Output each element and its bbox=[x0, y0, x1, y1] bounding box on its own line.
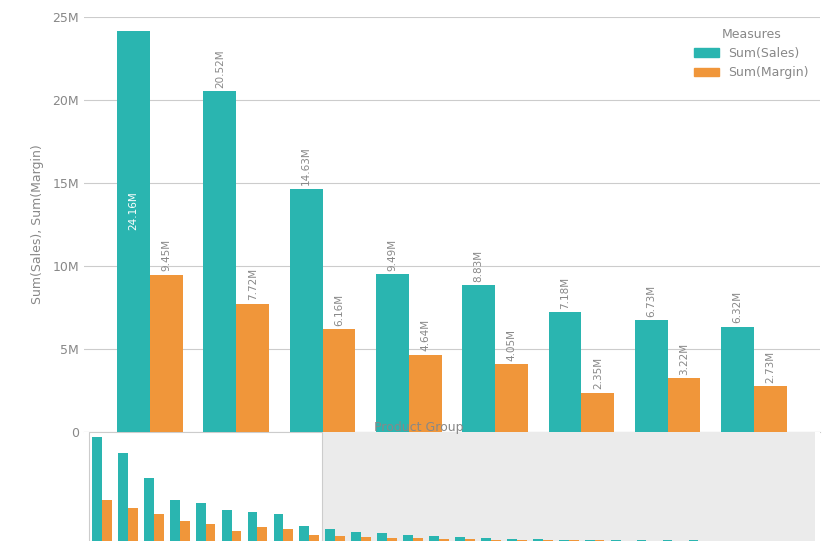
Text: 6.32M: 6.32M bbox=[732, 291, 742, 323]
Bar bbox=[542, 540, 552, 541]
Text: 2.35M: 2.35M bbox=[592, 357, 602, 389]
Bar bbox=[495, 364, 528, 432]
Bar bbox=[507, 539, 516, 541]
Bar bbox=[361, 537, 370, 541]
Bar bbox=[490, 540, 500, 541]
Bar bbox=[662, 540, 671, 541]
Bar bbox=[429, 536, 439, 541]
Text: 4.05M: 4.05M bbox=[506, 329, 516, 361]
Bar bbox=[118, 453, 128, 541]
Bar bbox=[273, 514, 283, 541]
Bar bbox=[222, 510, 232, 541]
Bar bbox=[283, 529, 293, 541]
Bar bbox=[232, 531, 241, 541]
Text: 7.72M: 7.72M bbox=[247, 268, 257, 300]
Bar bbox=[558, 540, 568, 541]
Bar bbox=[325, 529, 335, 541]
Text: 7.18M: 7.18M bbox=[559, 277, 569, 309]
Bar bbox=[584, 540, 594, 541]
Bar bbox=[335, 536, 344, 541]
Bar bbox=[89, 432, 322, 541]
Bar bbox=[117, 30, 150, 432]
Text: 6.16M: 6.16M bbox=[334, 294, 344, 326]
Bar bbox=[351, 532, 361, 541]
Bar bbox=[289, 189, 322, 432]
Text: 24.16M: 24.16M bbox=[129, 192, 139, 230]
Text: 20.52M: 20.52M bbox=[215, 49, 225, 88]
Text: 3.22M: 3.22M bbox=[678, 343, 688, 375]
Legend: Sum(Sales), Sum(Margin): Sum(Sales), Sum(Margin) bbox=[688, 23, 813, 84]
Text: 6.73M: 6.73M bbox=[645, 284, 655, 317]
Bar bbox=[413, 538, 422, 541]
Bar bbox=[439, 539, 448, 541]
Bar bbox=[299, 526, 309, 541]
Text: Product Group: Product Group bbox=[374, 421, 462, 434]
Bar bbox=[481, 538, 490, 541]
Bar bbox=[610, 540, 619, 541]
Bar bbox=[257, 527, 267, 541]
Bar bbox=[548, 312, 581, 432]
Bar bbox=[581, 392, 614, 432]
Bar bbox=[154, 514, 163, 541]
Bar bbox=[180, 521, 189, 541]
Text: 9.45M: 9.45M bbox=[161, 240, 171, 272]
Bar bbox=[387, 538, 396, 541]
Bar bbox=[309, 534, 319, 541]
Bar bbox=[636, 540, 645, 541]
Text: 9.49M: 9.49M bbox=[387, 238, 397, 271]
Bar bbox=[403, 534, 413, 541]
Bar bbox=[236, 304, 268, 432]
Bar bbox=[461, 285, 495, 432]
Text: 8.83M: 8.83M bbox=[473, 250, 483, 282]
Bar bbox=[667, 378, 700, 432]
Bar bbox=[455, 537, 464, 541]
Bar bbox=[206, 523, 215, 541]
Bar bbox=[753, 386, 786, 432]
Bar bbox=[322, 432, 814, 541]
Text: 2.73M: 2.73M bbox=[764, 351, 774, 383]
Bar bbox=[322, 330, 355, 432]
Bar bbox=[375, 274, 408, 432]
Text: 4.64M: 4.64M bbox=[420, 319, 430, 351]
Bar bbox=[533, 539, 542, 541]
Bar bbox=[196, 503, 206, 541]
Bar bbox=[721, 327, 753, 432]
Bar bbox=[203, 91, 236, 432]
Bar bbox=[150, 275, 182, 432]
Bar bbox=[408, 354, 441, 432]
Bar bbox=[247, 512, 257, 541]
Bar bbox=[464, 539, 474, 541]
Bar bbox=[128, 508, 137, 541]
Y-axis label: Sum(Sales), Sum(Margin): Sum(Sales), Sum(Margin) bbox=[31, 144, 43, 304]
Bar bbox=[635, 320, 667, 432]
Text: 14.63M: 14.63M bbox=[301, 147, 311, 185]
Bar bbox=[170, 500, 180, 541]
Bar bbox=[102, 500, 111, 541]
Bar bbox=[144, 478, 154, 541]
Bar bbox=[377, 533, 387, 541]
Bar bbox=[92, 437, 102, 541]
Bar bbox=[516, 540, 526, 541]
Bar bbox=[568, 540, 578, 541]
